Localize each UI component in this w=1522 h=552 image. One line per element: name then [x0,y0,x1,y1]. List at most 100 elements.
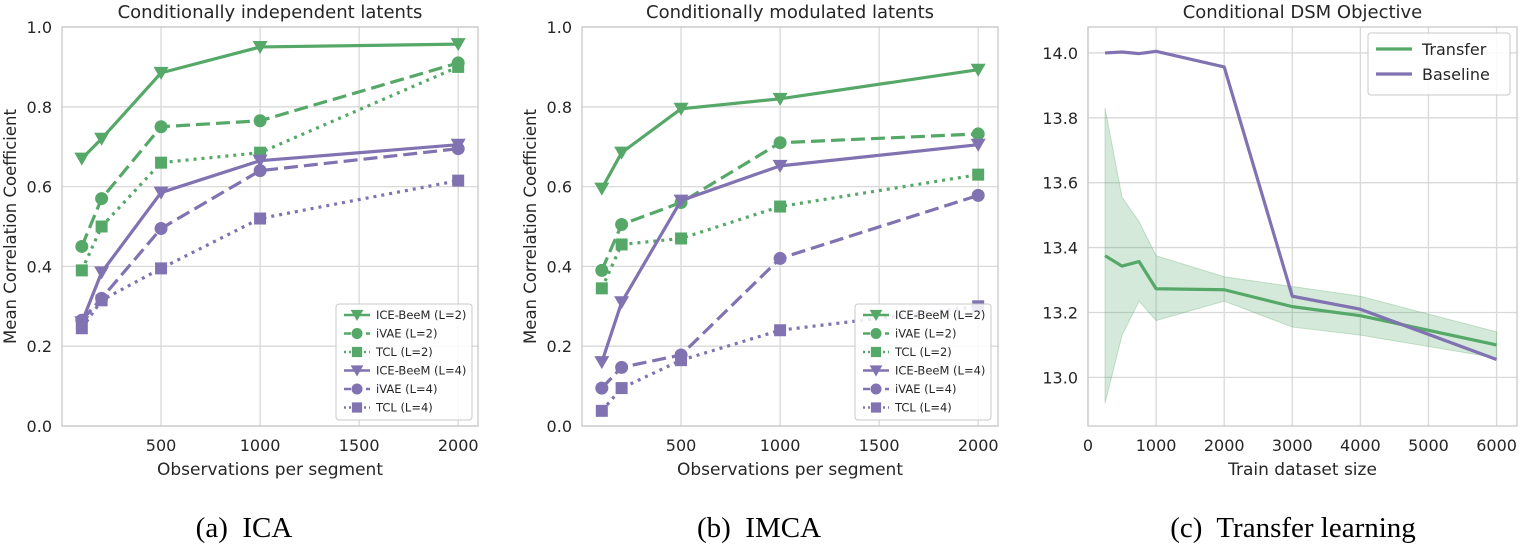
data-point [153,66,169,80]
data-point [252,154,268,168]
caption-c: (c) Transfer learning [1170,512,1416,544]
legend-label: iVAE (L=2) [895,327,956,341]
data-point [673,102,689,116]
y-axis-label: Mean Correlation Coefficient [1,109,20,344]
chart-title: Conditional DSM Objective [1183,2,1423,23]
data-point [970,63,986,77]
x-axis-label: Train dataset size [1227,460,1377,480]
y-tick-label: 0.4 [547,257,572,276]
series-ivae-l-4- [75,142,465,327]
data-point [75,322,88,335]
x-tick-label: 5000 [1408,436,1449,455]
figure: 500 1000 1500 2000 0.0 0.2 0.4 0.6 0.8 1.0 Conditi… [1,2,1518,480]
legend-marker [869,309,883,321]
confidence-band [1104,108,1498,404]
x-tick-label: 3000 [1272,436,1313,455]
y-tick-label: 14.0 [1042,44,1078,63]
plot-frame [1087,26,1518,427]
y-tick-label: 0.0 [547,417,572,436]
data-point [772,92,788,106]
x-tick-label: 4000 [1340,436,1381,455]
series-line [1104,49,1498,362]
data-point [595,282,608,295]
legend-label: Transfer [1421,40,1487,59]
data-point [154,120,168,134]
series-ice-beem-l-2- [594,63,986,196]
x-tick-label: 2000 [438,436,479,455]
data-point [673,194,689,208]
series-ice-beem-l-2- [74,38,466,166]
legend-label: Baseline [1422,65,1490,84]
y-tick-label: 0.8 [547,98,572,117]
data-point [253,164,267,178]
legend-marker [351,383,363,395]
legend-label: iVAE (L=4) [376,382,437,396]
x-tick-label: 2000 [958,436,999,455]
data-point [615,218,629,232]
data-point [594,356,610,370]
x-tick-label: 6000 [1476,436,1517,455]
plot-frame [61,26,479,427]
series-line [80,147,459,322]
data-point [614,146,630,160]
data-point [970,138,986,152]
data-point [595,263,609,277]
series-tcl-l-4- [75,174,465,335]
y-tick-label: 1.0 [27,18,52,37]
chart-2: 500 1000 1500 2000 0.0 0.2 0.4 0.6 0.8 1.0 Conditi… [521,2,999,480]
data-point [451,142,465,156]
legend-label: TCL (L=4) [375,401,433,415]
data-point [773,251,787,265]
legend-marker [351,327,363,340]
y-tick-label: 13.0 [1042,368,1078,387]
y-tick-label: 0.2 [27,337,52,356]
x-tick-label: 500 [666,436,697,455]
legend-label: TCL (L=2) [894,345,952,359]
data-point [154,221,168,235]
y-tick-label: 1.0 [547,18,572,37]
series-line [600,173,979,290]
x-axis-label: Observations per segment [677,460,903,480]
series-ice-beem-l-4- [74,138,466,330]
data-point [452,60,465,73]
y-tick-label: 13.4 [1042,239,1078,258]
chart-title: Conditionally independent latents [118,2,423,23]
series-line [80,42,459,160]
chart-1: 500 1000 1500 2000 0.0 0.2 0.4 0.6 0.8 1.0 Conditi… [1,2,479,480]
data-point [615,238,628,251]
data-point [155,262,168,275]
data-point [614,296,630,310]
data-point [675,354,688,367]
legend-marker [350,309,364,321]
series-transfer [1104,108,1498,404]
x-tick-label: 1000 [240,436,281,455]
legend: ICE-BeeM (L=2) iVAE (L=2) TCL (L=2) ICE-Bee… [854,303,992,421]
legend-label: iVAE (L=2) [376,327,437,341]
data-point [75,264,88,277]
legend-label: TCL (L=4) [894,401,952,415]
legend-marker [870,327,882,340]
y-tick-label: 0.2 [547,337,572,356]
series-line [80,143,459,323]
y-tick-label: 0.8 [27,98,52,117]
data-point [95,220,108,233]
data-point [675,232,688,245]
data-point [452,174,465,187]
x-tick-label: 1000 [760,436,801,455]
series-line [80,65,459,272]
data-point [254,212,267,225]
series-line [80,61,459,248]
data-point [594,182,610,196]
data-point [95,294,108,307]
legend-marker [351,346,363,358]
data-point [773,136,787,150]
x-tick-label: 1500 [339,436,380,455]
chart-3: 0 1000 2000 3000 4000 5000 6000 13.0 13.2 13.4 13.… [1042,2,1518,480]
series-baseline [1104,49,1498,362]
data-point [94,132,110,146]
series-tcl-l-2- [595,168,985,295]
x-axis-label: Observations per segment [157,460,383,480]
series-line [600,68,979,190]
legend-label: ICE-BeeM (L=2) [376,308,466,322]
legend-marker [869,365,883,377]
